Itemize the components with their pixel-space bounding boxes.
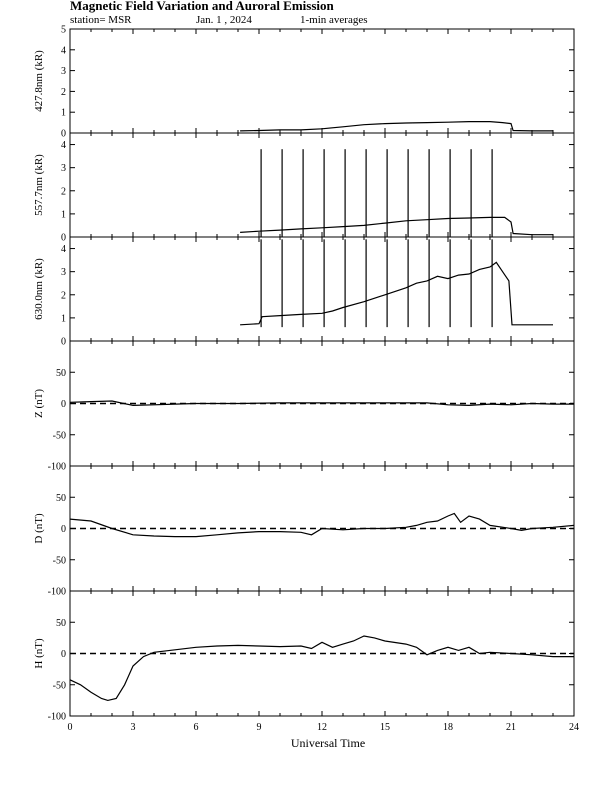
panels-group: 0 1 2 3 4 5 427.8nm (kR) 0 1 2 3 4 557.7nm (kR) 0 1 2 3 4… [33, 25, 575, 723]
panel-frame [69, 236, 575, 342]
y-tick-label: 2 [61, 290, 66, 301]
panel-h: -100 -50 0 50 H (nT) [33, 590, 575, 723]
y-tick-label: 4 [61, 45, 66, 56]
y-tick-label: 3 [61, 267, 66, 278]
panel-frame [69, 28, 575, 134]
x-tick-label: 18 [443, 722, 453, 733]
x-tick-label: 9 [257, 722, 262, 733]
y-tick-label: -50 [53, 555, 66, 566]
series-line [69, 400, 574, 407]
x-axis-label: Universal Time [291, 736, 365, 750]
figure-title: Magnetic Field Variation and Auroral Emi… [70, 0, 335, 13]
x-tick-label: 24 [569, 722, 579, 733]
x-tick-label: 6 [194, 722, 199, 733]
y-tick-label: 3 [61, 163, 66, 174]
panel-5577nm: 0 1 2 3 4 557.7nm (kR) [33, 132, 575, 244]
y-tick-label: 1 [61, 209, 66, 220]
panel-z: -100 -50 0 50 Z (nT) [33, 340, 575, 473]
x-tick-label: 21 [506, 722, 516, 733]
y-tick-label: 0 [61, 524, 66, 535]
y-tick-label: -100 [48, 712, 66, 723]
series-line [69, 635, 574, 702]
panel-4278nm: 0 1 2 3 4 5 427.8nm (kR) [33, 25, 575, 140]
averaging-label: 1-min averages [300, 14, 368, 26]
x-tick-label: 15 [380, 722, 390, 733]
date-label: Jan. 1 , 2024 [196, 14, 252, 26]
panel-d: -100 -50 0 50 D (nT) [33, 465, 575, 598]
y-axis-label: Z (nT) [33, 389, 45, 418]
y-axis-label: 557.7nm (kR) [33, 154, 45, 216]
y-tick-label: 50 [56, 493, 66, 504]
y-tick-label: 3 [61, 66, 66, 77]
y-tick-label: 5 [61, 25, 66, 36]
y-tick-label: -100 [48, 587, 66, 598]
y-tick-label: 1 [61, 108, 66, 119]
y-tick-label: -50 [53, 680, 66, 691]
y-tick-label: -100 [48, 462, 66, 473]
x-tick-label: 0 [68, 722, 73, 733]
y-tick-label: 4 [61, 244, 66, 255]
y-tick-label: 0 [61, 233, 66, 244]
y-tick-label: 50 [56, 368, 66, 379]
series-line [240, 216, 553, 236]
y-tick-label: 50 [56, 618, 66, 629]
y-tick-label: 0 [61, 649, 66, 660]
y-tick-label: 0 [61, 399, 66, 410]
y-axis-label: 427.8nm (kR) [33, 50, 45, 112]
station-label: station= MSR [70, 14, 132, 26]
y-tick-label: 0 [61, 129, 66, 140]
y-axis-label: H (nT) [33, 638, 45, 669]
y-tick-label: 1 [61, 313, 66, 324]
y-tick-label: 2 [61, 87, 66, 98]
x-tick-label: 3 [131, 722, 136, 733]
panel-frame [69, 132, 575, 238]
y-axis-label: D (nT) [33, 513, 45, 544]
series-line [69, 512, 575, 538]
y-tick-label: 2 [61, 186, 66, 197]
y-tick-label: 0 [61, 337, 66, 348]
series-line [240, 261, 553, 326]
y-tick-label: -50 [53, 430, 66, 441]
y-axis-label: 630.0nm (kR) [33, 258, 45, 320]
y-tick-label: 4 [61, 140, 66, 151]
panel-6300nm: 0 1 2 3 4 630.0nm (kR) [33, 236, 575, 348]
x-tick-label: 12 [317, 722, 327, 733]
series-line [240, 120, 553, 132]
